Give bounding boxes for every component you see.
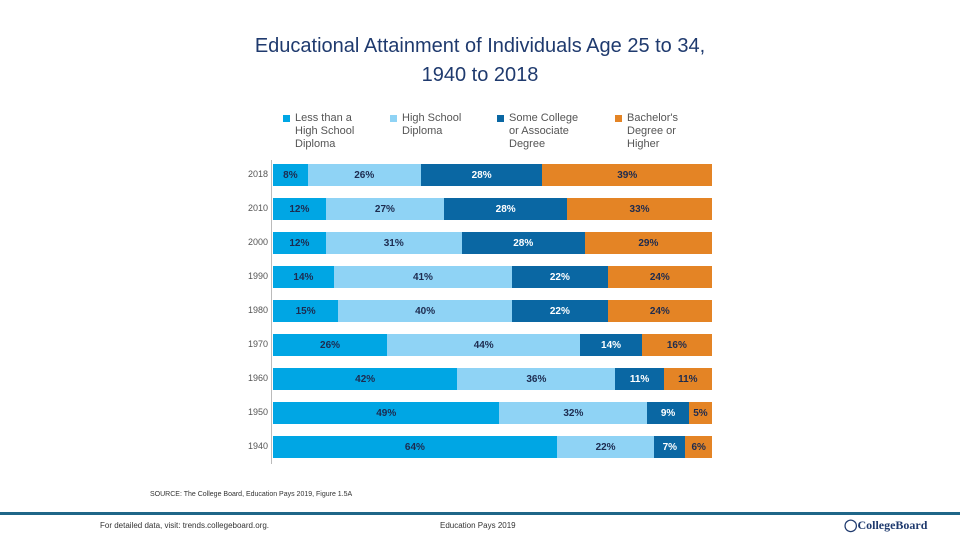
bar-segment: 40% xyxy=(338,300,513,322)
legend-swatch xyxy=(615,115,622,122)
y-tick-label: 1950 xyxy=(247,407,268,417)
y-tick-label: 2018 xyxy=(247,169,268,179)
bar-segment: 24% xyxy=(607,266,712,288)
y-axis-line xyxy=(271,160,272,464)
bar-segment: 14% xyxy=(580,334,642,356)
bar-segment: 22% xyxy=(556,436,655,458)
bar-segment: 6% xyxy=(685,436,712,458)
y-tick-label: 1980 xyxy=(247,305,268,315)
y-tick-label: 2010 xyxy=(247,203,268,213)
bar-segment: 12% xyxy=(273,198,326,220)
bar-segment: 26% xyxy=(273,334,388,356)
bar-segment: 28% xyxy=(461,232,585,254)
legend-label: Some College or Associate Degree xyxy=(509,112,579,150)
legend-label: Bachelor's Degree or Higher xyxy=(627,112,679,150)
y-tick-label: 2000 xyxy=(247,237,268,247)
bar-segment: 11% xyxy=(615,368,664,390)
y-tick-label: 1960 xyxy=(247,373,268,383)
chart-title: Educational Attainment of Individuals Ag… xyxy=(0,32,960,90)
bar-segment: 36% xyxy=(457,368,616,390)
bar-segment: 31% xyxy=(325,232,462,254)
bar-segment: 44% xyxy=(387,334,581,356)
bar-segment: 24% xyxy=(607,300,712,322)
title-line-1: Educational Attainment of Individuals Ag… xyxy=(254,35,706,57)
bar-segment: 64% xyxy=(273,436,557,458)
bar-segment: 22% xyxy=(512,266,608,288)
legend-swatch xyxy=(390,115,397,122)
bar-segment: 8% xyxy=(273,164,308,186)
bar-segment: 42% xyxy=(273,368,458,390)
y-tick-label: 1940 xyxy=(247,441,268,451)
bar-segment: 5% xyxy=(688,402,712,424)
footer-divider xyxy=(0,512,960,515)
source-note: SOURCE: The College Board, Education Pay… xyxy=(150,491,353,498)
logo-text: CollegeBoard xyxy=(857,518,928,532)
bar-segment: 9% xyxy=(647,402,689,424)
legend-label: Less than a High School Diploma xyxy=(295,112,355,150)
bar-segment: 49% xyxy=(273,402,500,424)
title-line-2: 1940 to 2018 xyxy=(421,64,539,86)
bar-segment: 39% xyxy=(542,164,712,186)
bar-segment: 15% xyxy=(273,300,339,322)
legend-item: Some College or Associate Degree xyxy=(497,112,579,151)
legend-item: High School Diploma xyxy=(390,112,462,138)
bar-segment: 14% xyxy=(273,266,334,288)
footer-publication: Education Pays 2019 xyxy=(440,521,516,530)
bar-segment: 29% xyxy=(584,232,712,254)
y-tick-label: 1970 xyxy=(247,339,268,349)
legend-swatch xyxy=(497,115,504,122)
footer-link-text: For detailed data, visit: trends.college… xyxy=(100,521,269,530)
legend-item: Bachelor's Degree or Higher xyxy=(615,112,679,151)
bar-segment: 27% xyxy=(325,198,445,220)
y-tick-label: 1990 xyxy=(247,271,268,281)
bar-segment: 12% xyxy=(273,232,326,254)
bar-segment: 41% xyxy=(333,266,513,288)
bar-segment: 7% xyxy=(654,436,686,458)
bar-segment: 28% xyxy=(444,198,568,220)
bar-segment: 33% xyxy=(567,198,712,220)
legend-item: Less than a High School Diploma xyxy=(283,112,355,151)
bar-segment: 32% xyxy=(499,402,648,424)
bar-segment: 22% xyxy=(512,300,608,322)
legend-swatch xyxy=(283,115,290,122)
legend-label: High School Diploma xyxy=(402,112,462,137)
bar-segment: 26% xyxy=(307,164,421,186)
bar-segment: 16% xyxy=(641,334,712,356)
collegeboard-logo: ◯CollegeBoard xyxy=(844,518,928,532)
bar-segment: 11% xyxy=(663,368,712,390)
bar-segment: 28% xyxy=(420,164,543,186)
